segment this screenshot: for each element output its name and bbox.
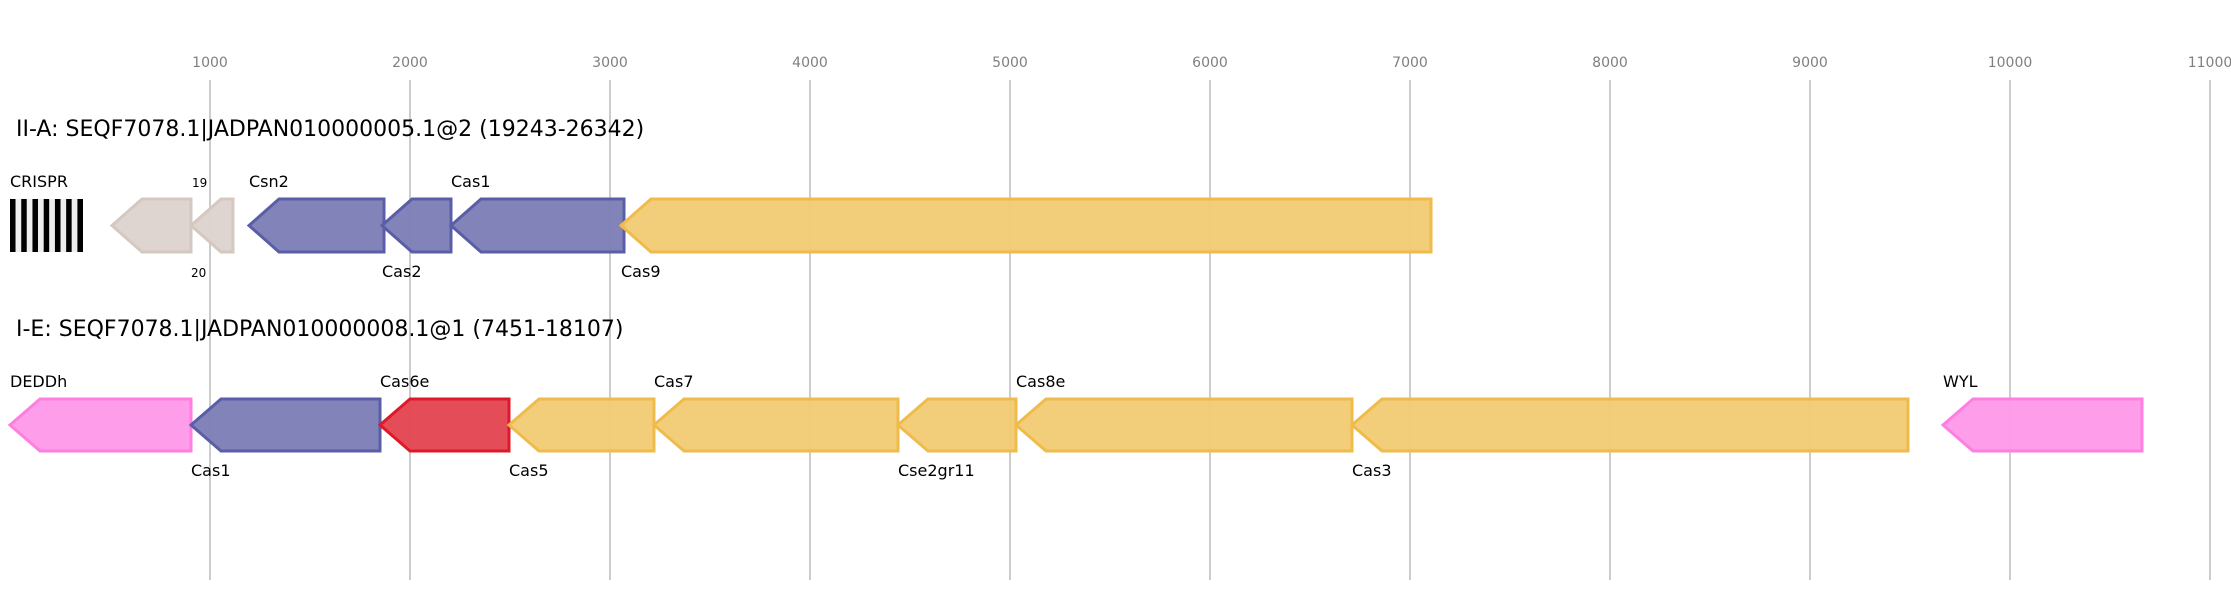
crispr-spacer — [49, 199, 55, 252]
crispr-label: CRISPR — [10, 172, 68, 191]
axis-tick-label: 6000 — [1192, 55, 1228, 71]
gene-label: DEDDh — [10, 372, 67, 391]
crispr-spacer — [15, 199, 22, 252]
gene-label: Cas6e — [380, 372, 429, 391]
gene-label: Cse2gr11 — [898, 461, 975, 480]
axis-tick-label: 5000 — [992, 55, 1028, 71]
gene-arrow-cas1 — [188, 397, 382, 453]
gene-arrow-19 — [109, 197, 193, 254]
gene-label: Cas3 — [1352, 461, 1392, 480]
crispr-repeat — [43, 199, 50, 252]
gene-arrow-cas6e — [377, 397, 511, 453]
axis-tick-label: 3000 — [592, 55, 628, 71]
axis-tick-label: 7000 — [1392, 55, 1428, 71]
crispr-spacer — [26, 199, 33, 252]
crispr-repeat — [66, 199, 72, 252]
gene-label: Cas2 — [382, 262, 422, 281]
gene-arrow-cse2gr11 — [895, 397, 1018, 453]
gene-arrow-cas1 — [448, 197, 626, 254]
crispr-spacer — [38, 199, 44, 252]
gene-label: Cas7 — [654, 372, 694, 391]
gene-label: Cas1 — [191, 461, 231, 480]
locus-title: I-E: SEQF7078.1|JADPAN010000008.1@1 (745… — [16, 317, 623, 342]
gene-arrow-wyl — [1940, 397, 2144, 453]
axis-tick-label: 8000 — [1592, 55, 1628, 71]
crispr-repeat — [54, 199, 61, 252]
gene-arrow-cas8e — [1013, 397, 1354, 453]
locus-title: II-A: SEQF7078.1|JADPAN010000005.1@2 (19… — [16, 117, 644, 142]
gene-arrow-cas5 — [506, 397, 656, 453]
crispr-repeat — [21, 199, 27, 252]
gene-label: Cas1 — [451, 172, 491, 191]
axis-tick-label: 9000 — [1792, 55, 1828, 71]
gene-label: Cas5 — [509, 461, 549, 480]
gene-arrow-cas2 — [379, 197, 453, 254]
gene-label: Cas9 — [621, 262, 661, 281]
gene-label: 19 — [192, 176, 207, 190]
axis-tick-label: 2000 — [392, 55, 428, 71]
crispr-repeat — [32, 199, 39, 252]
gene-label: Csn2 — [249, 172, 289, 191]
axis-tick-label: 4000 — [792, 55, 828, 71]
crispr-repeat — [77, 199, 83, 252]
crispr-spacer — [60, 199, 67, 252]
gene-arrow-cas9 — [618, 197, 1433, 254]
gene-arrow-deddh — [7, 397, 193, 453]
axis-tick-label: 11000 — [2188, 55, 2231, 71]
gene-label: Cas8e — [1016, 372, 1065, 391]
axis-tick-label: 1000 — [192, 55, 228, 71]
gene-arrow-csn2 — [246, 197, 386, 254]
crispr-repeat — [10, 199, 16, 252]
crispr-spacer — [71, 199, 78, 252]
axis-tick-label: 10000 — [1988, 55, 2033, 71]
gene-arrow-20 — [188, 197, 235, 254]
gene-label: 20 — [191, 266, 206, 280]
gene-arrow-cas7 — [651, 397, 900, 453]
gene-arrow-cas3 — [1349, 397, 1910, 453]
gene-label: WYL — [1943, 372, 1978, 391]
